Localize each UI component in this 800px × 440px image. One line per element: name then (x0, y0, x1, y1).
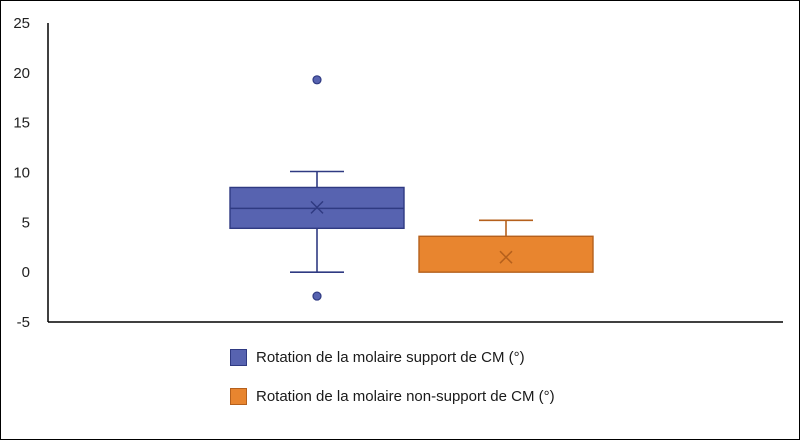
y-tick-label: 15 (13, 115, 30, 132)
mean-marker (310, 200, 324, 214)
y-tick-label: 10 (13, 165, 30, 182)
box-iqr (418, 235, 594, 273)
legend-item-support: Rotation de la molaire support de CM (°) (230, 347, 555, 367)
y-axis-ticks: 25 20 15 10 5 0 -5 (13, 15, 30, 331)
outlier-point (312, 291, 322, 301)
legend-item-non-support: Rotation de la molaire non-support de CM… (230, 386, 555, 406)
y-tick-label: 20 (13, 65, 30, 82)
y-tick-label: 5 (22, 214, 30, 231)
mean-marker (499, 250, 513, 264)
box-series-0 (229, 75, 405, 301)
outlier-point (312, 75, 322, 85)
box-series-1 (418, 219, 594, 273)
legend-swatch-non-support (230, 387, 247, 405)
y-tick-label: 25 (13, 15, 30, 32)
legend-label-support: Rotation de la molaire support de CM (°) (256, 348, 525, 366)
y-tick-label: 0 (22, 264, 30, 281)
y-tick-label: -5 (17, 314, 30, 331)
legend-label-non-support: Rotation de la molaire non-support de CM… (256, 387, 555, 405)
legend-swatch-support (230, 348, 247, 366)
legend: Rotation de la molaire support de CM (°)… (230, 347, 555, 425)
boxes-layer (229, 75, 594, 301)
